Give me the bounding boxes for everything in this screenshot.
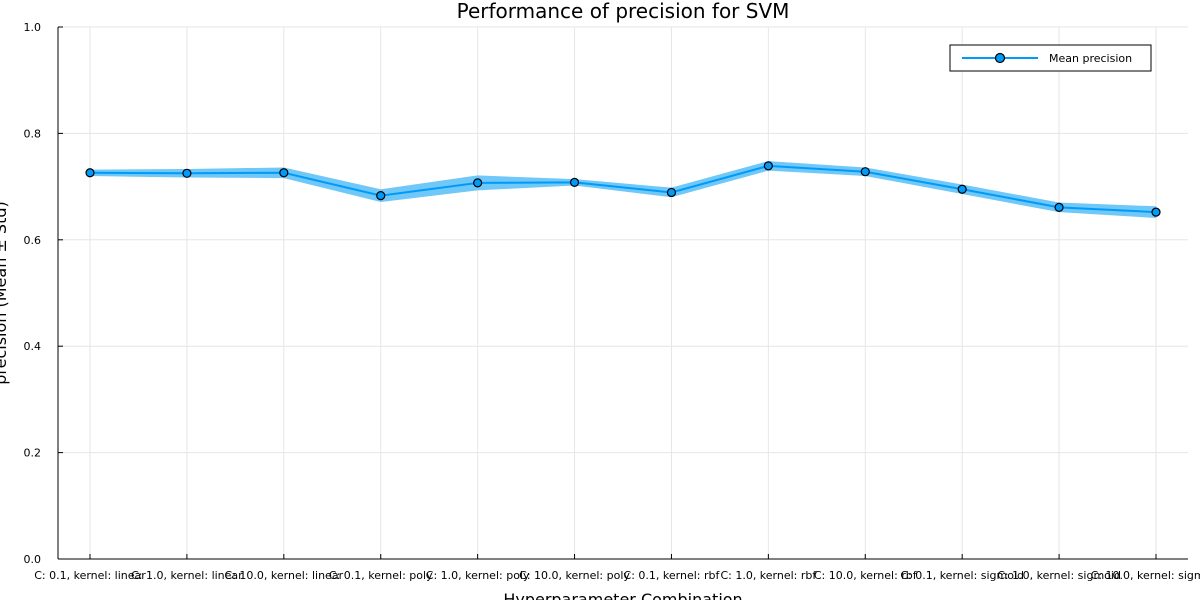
x-tick-label: C: 1.0, kernel: sigmoid: [997, 569, 1121, 582]
x-tick-label: C: 0.1, kernel: poly: [329, 569, 433, 582]
grid: [58, 26, 1188, 560]
data-point: [279, 168, 289, 178]
data-point: [763, 161, 773, 171]
x-tick-label: C: 10.0, kernel: linear: [225, 569, 344, 582]
series-line: [89, 164, 1157, 214]
x-tick-label: C: 1.0, kernel: rbf: [720, 569, 817, 582]
y-axis-label: precision (Mean ± Std): [0, 201, 10, 385]
y-tick-label: 0.8: [24, 127, 42, 140]
x-tick-label: C: 10.0, kernel: rbf: [814, 569, 918, 582]
x-tick-label: C: 10.0, kernel: sigmoid: [1091, 569, 1200, 582]
data-point: [569, 177, 580, 187]
data-point: [1151, 207, 1161, 217]
data-point: [860, 167, 870, 177]
x-tick-label: C: 0.1, kernel: sigmoid: [900, 569, 1024, 582]
std-band-layer: [90, 161, 1156, 218]
data-point: [376, 191, 386, 201]
x-tick-label: C: 1.0, kernel: linear: [131, 569, 243, 582]
axes: [57, 26, 1188, 560]
y-tick-label: 0.0: [24, 553, 42, 566]
data-point: [1054, 202, 1064, 212]
x-tick-label: C: 1.0, kernel: poly: [426, 569, 530, 582]
data-point: [473, 178, 483, 188]
chart-title: Performance of precision for SVM: [457, 0, 790, 23]
data-point: [957, 184, 967, 194]
data-point: [182, 168, 192, 178]
y-tick-label: 1.0: [24, 21, 42, 34]
y-tick-label: 0.6: [24, 234, 42, 247]
y-tick-label: 0.2: [24, 447, 42, 460]
x-axis-label: Hyperparameter Combination: [503, 590, 742, 600]
x-tick-label: C: 10.0, kernel: poly: [519, 569, 630, 582]
legend-entry-label: Mean precision: [1049, 52, 1132, 65]
x-tick-label: C: 0.1, kernel: linear: [34, 569, 146, 582]
x-tick-label: C: 0.1, kernel: rbf: [624, 569, 721, 582]
data-point: [85, 168, 95, 178]
data-point: [666, 187, 677, 198]
data-point-layer: [85, 161, 1161, 217]
y-tick-labels: 0.0 0.2 0.4 0.6 0.8 1.0: [24, 21, 42, 566]
legend: Mean precision: [949, 44, 1152, 72]
y-tick-label: 0.4: [24, 340, 42, 353]
legend-marker-sample: [994, 52, 1006, 64]
series-line-layer: [89, 164, 1157, 214]
std-band: [90, 161, 1156, 218]
